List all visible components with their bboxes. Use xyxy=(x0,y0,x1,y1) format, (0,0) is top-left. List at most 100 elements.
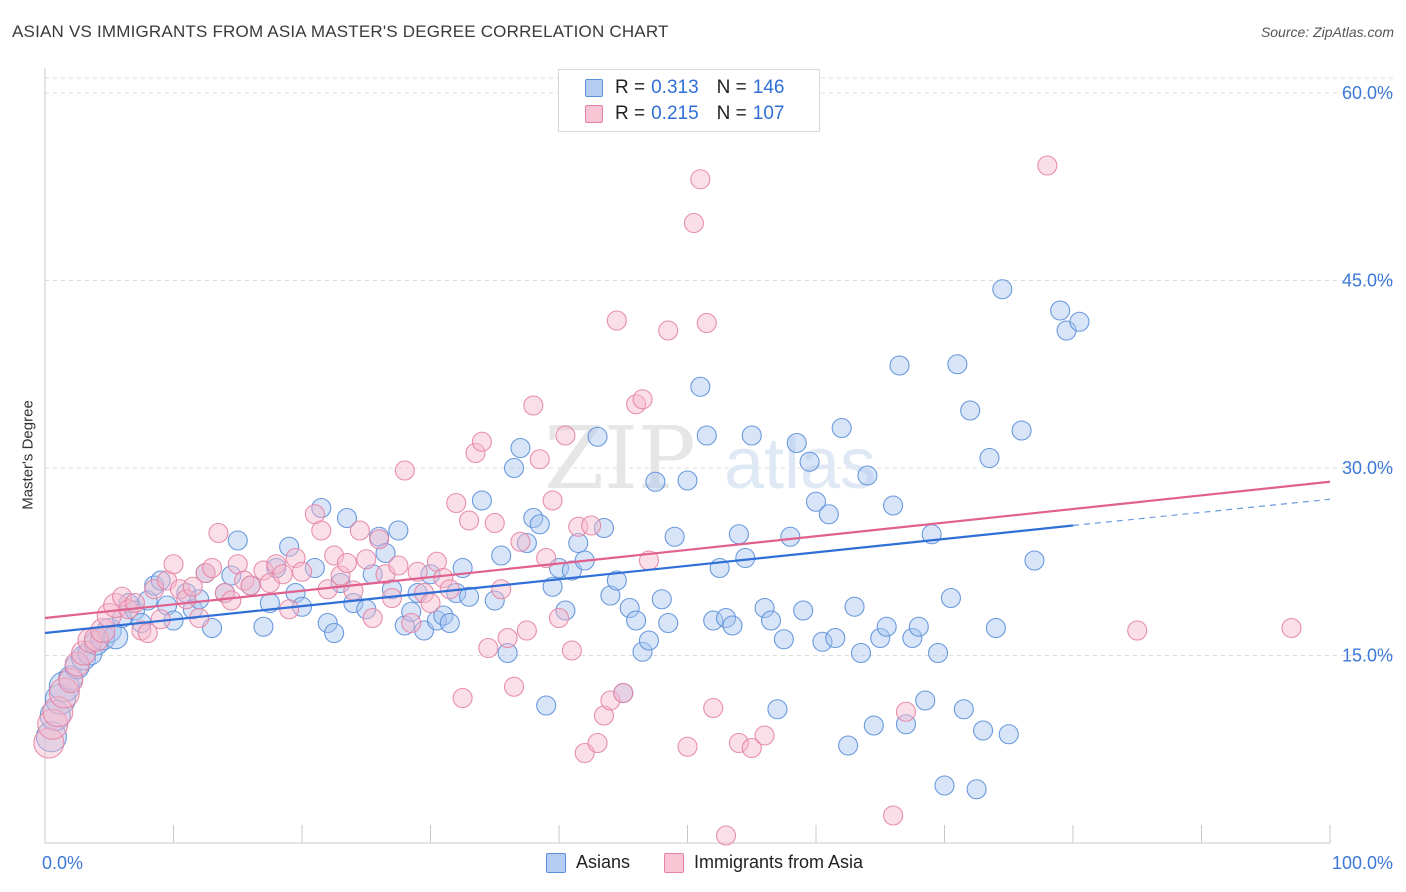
asians-point xyxy=(998,724,1019,745)
asians-point xyxy=(632,641,653,662)
immigrants-point xyxy=(433,567,454,589)
asians-point xyxy=(741,425,762,446)
asians-point xyxy=(568,532,589,554)
immigrants-point xyxy=(112,586,133,607)
asians-point xyxy=(947,354,968,375)
asians-point xyxy=(972,720,994,741)
immigrants-point xyxy=(703,697,724,719)
asians-point xyxy=(529,514,550,535)
immigrants-point xyxy=(58,667,84,694)
immigrants-point xyxy=(1037,155,1058,176)
asians-point xyxy=(439,612,460,634)
asians-point xyxy=(940,587,961,609)
asians-swatch xyxy=(585,79,603,97)
immigrants-point xyxy=(536,547,557,569)
asians-point xyxy=(696,425,717,446)
source-label: Source: ZipAtlas.com xyxy=(1260,24,1394,40)
asians-point xyxy=(966,779,987,800)
watermark-zip: ZIP xyxy=(544,409,696,509)
asians-point xyxy=(336,507,358,529)
asians-legend-label: Asians xyxy=(576,852,631,872)
asians-point xyxy=(664,526,685,547)
immigrants-point xyxy=(1127,620,1148,641)
asians-point xyxy=(985,617,1006,639)
asians-point xyxy=(760,610,782,631)
asians-point xyxy=(1050,300,1071,321)
asians-point xyxy=(767,699,788,720)
immigrants-point xyxy=(690,169,711,190)
legend-row-asians: R = 0.313 N = 146 xyxy=(585,76,784,100)
asians-point xyxy=(690,376,711,397)
asians-point xyxy=(606,570,627,591)
asians-point xyxy=(593,517,615,539)
immigrants-point xyxy=(401,612,422,634)
asians-point xyxy=(805,491,827,512)
immigrants-point xyxy=(587,732,608,754)
asians-point xyxy=(870,627,891,649)
immigrants-point xyxy=(658,320,679,341)
asians-point xyxy=(658,612,679,634)
asians-legend-swatch xyxy=(546,852,566,873)
x-tick-label: 100.0% xyxy=(1332,853,1393,873)
immigrants-point xyxy=(388,555,409,576)
asians-point xyxy=(838,735,859,756)
immigrants-point xyxy=(478,637,499,659)
asians-point xyxy=(279,536,300,557)
immigrants-point xyxy=(240,575,261,596)
asians-point xyxy=(722,615,743,636)
axes xyxy=(44,68,1331,844)
asians-point xyxy=(484,590,505,611)
asians-point xyxy=(600,585,621,606)
asians-point xyxy=(510,437,531,459)
immigrants-point xyxy=(362,607,383,629)
asians-point xyxy=(542,576,563,597)
asians-point xyxy=(497,642,518,664)
immigrants-point xyxy=(593,705,615,726)
immigrants-point xyxy=(561,640,582,661)
immigrants-legend-label: Immigrants from Asia xyxy=(694,852,864,872)
asians-trend-extension xyxy=(1072,498,1331,527)
y-tick-label: 15.0% xyxy=(1342,646,1393,666)
asians-trend-line xyxy=(44,524,1074,635)
legend-item-immigrants: Immigrants from Asia xyxy=(664,852,863,873)
legend-n-label: N = xyxy=(716,77,747,98)
asians-point xyxy=(381,579,403,600)
asians-point xyxy=(536,695,557,716)
asians-point xyxy=(619,597,640,619)
y-tick-label: 60.0% xyxy=(1342,83,1393,103)
asians-point xyxy=(626,610,647,631)
tick-labels: 15.0% 30.0% 45.0% 60.0% 0.0% 100.0% xyxy=(42,83,1393,873)
asians-point xyxy=(780,526,801,547)
immigrants-point xyxy=(33,727,65,759)
immigrants-legend-swatch xyxy=(664,852,685,873)
asians-point xyxy=(908,616,929,637)
immigrants-point xyxy=(291,561,313,582)
immigrants-point xyxy=(523,395,544,416)
immigrants-point xyxy=(529,449,550,470)
asians-point xyxy=(728,524,749,545)
immigrants-point xyxy=(407,561,428,582)
asians-point xyxy=(915,690,936,711)
asians-point xyxy=(645,471,666,492)
immigrants-point xyxy=(606,310,627,331)
asians-point xyxy=(857,465,878,486)
asians-point xyxy=(253,616,274,637)
immigrants-point xyxy=(324,545,345,566)
immigrants-point xyxy=(542,490,563,511)
asians-point xyxy=(471,490,492,511)
asians-point xyxy=(304,557,325,579)
y-tick-label: 45.0% xyxy=(1342,271,1393,291)
asians-point xyxy=(818,504,839,525)
asians-point xyxy=(754,597,775,619)
asians-point xyxy=(960,400,981,421)
immigrants-point xyxy=(555,425,576,446)
immigrants-point xyxy=(503,676,525,697)
immigrants-point xyxy=(272,564,293,585)
asians-point xyxy=(831,417,852,439)
immigrants-point xyxy=(71,640,97,666)
immigrants-point xyxy=(330,565,351,586)
immigrants-point xyxy=(394,460,415,481)
immigrants-point xyxy=(137,622,158,644)
legend-item-asians: Asians xyxy=(546,852,630,873)
trend-lines xyxy=(44,480,1331,635)
